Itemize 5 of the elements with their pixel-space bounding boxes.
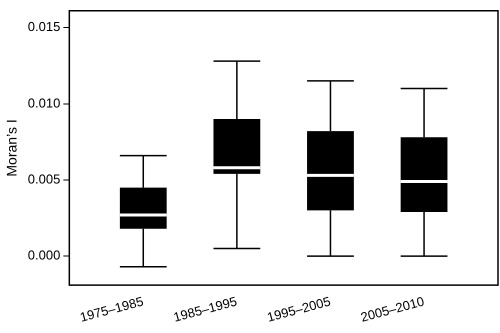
y-tick-label: 0.015 bbox=[28, 19, 60, 34]
y-tick-label: 0.000 bbox=[28, 248, 60, 263]
y-tick-label: 0.010 bbox=[28, 95, 60, 110]
y-tick-label: 0.005 bbox=[28, 172, 60, 187]
y-axis-title: Moran’s I bbox=[3, 119, 20, 177]
